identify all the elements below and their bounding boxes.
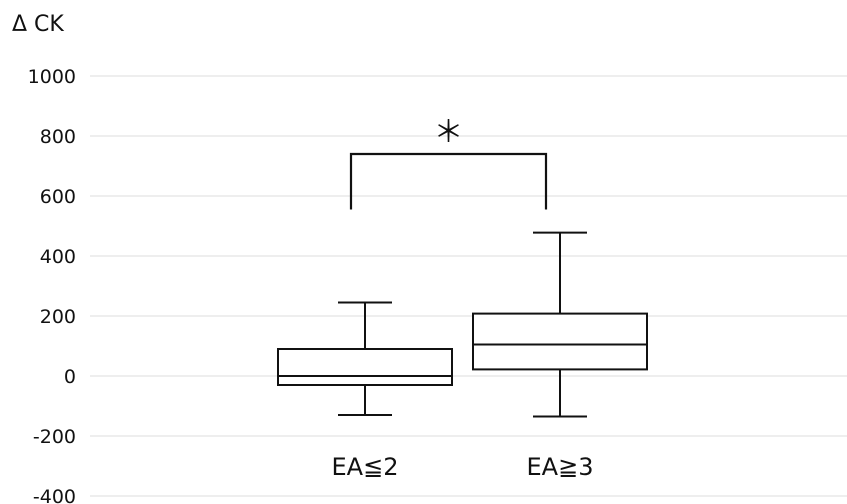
y-tick-label: 1000 (28, 66, 76, 88)
y-tick-label: 0 (64, 366, 76, 388)
y-tick-label: 400 (40, 246, 76, 268)
y-tick-labels: 1000 800 600 400 200 0 -200 -400 (28, 66, 76, 504)
iqr-box (277, 348, 453, 386)
box-1 (277, 301, 453, 416)
category-label: EA≧3 (527, 453, 594, 481)
category-labels: EA≦2 EA≧3 (332, 453, 594, 481)
y-tick-label: -200 (33, 426, 76, 448)
y-axis-label: Δ CK (12, 12, 64, 37)
gridlines (90, 75, 847, 497)
significance-bracket: ＊ (349, 115, 548, 210)
significance-star: ＊ (434, 115, 464, 150)
y-tick-label: 800 (40, 126, 76, 148)
y-tick-label: 600 (40, 186, 76, 208)
y-tick-label: -400 (33, 486, 76, 504)
box-2 (472, 231, 648, 418)
bracket-line (349, 152, 548, 210)
boxes (277, 231, 648, 418)
category-label: EA≦2 (332, 453, 399, 481)
y-tick-label: 200 (40, 306, 76, 328)
iqr-box (472, 312, 648, 371)
